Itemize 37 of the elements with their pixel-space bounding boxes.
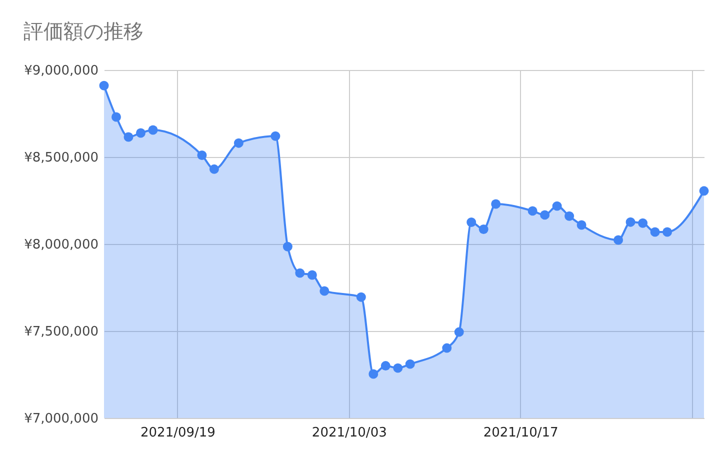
y-tick-label: ¥9,000,000 (24, 64, 98, 78)
y-tick-label: ¥8,500,000 (24, 150, 98, 166)
point (307, 270, 317, 280)
point (662, 227, 672, 237)
point (282, 242, 292, 252)
point (124, 132, 134, 142)
point (405, 359, 415, 369)
point (320, 286, 330, 296)
point (148, 125, 158, 135)
point (356, 292, 366, 302)
y-tick-label: ¥7,000,000 (24, 412, 98, 426)
x-tick-label: 2021/10/17 (483, 426, 558, 440)
point (491, 199, 501, 209)
point (478, 224, 488, 234)
point (564, 211, 574, 221)
chart-title: 評価額の推移 (24, 19, 144, 43)
point (234, 138, 244, 148)
point (270, 131, 280, 141)
y-tick-label: ¥8,000,000 (24, 238, 98, 252)
y-tick-label: ¥7,500,000 (24, 324, 98, 340)
point (466, 218, 476, 227)
x-tick-label: 2021/10/03 (312, 426, 387, 440)
point (638, 218, 648, 228)
point (576, 220, 586, 230)
point (112, 112, 121, 122)
point (454, 327, 464, 337)
point (540, 210, 550, 220)
point (368, 369, 378, 379)
point (393, 363, 403, 373)
x-tick-label: 2021/09/19 (140, 426, 216, 440)
point (197, 150, 207, 160)
point (552, 201, 562, 211)
point (442, 343, 452, 353)
point (209, 164, 219, 174)
point (99, 80, 109, 90)
point (528, 206, 538, 216)
point (614, 235, 624, 245)
